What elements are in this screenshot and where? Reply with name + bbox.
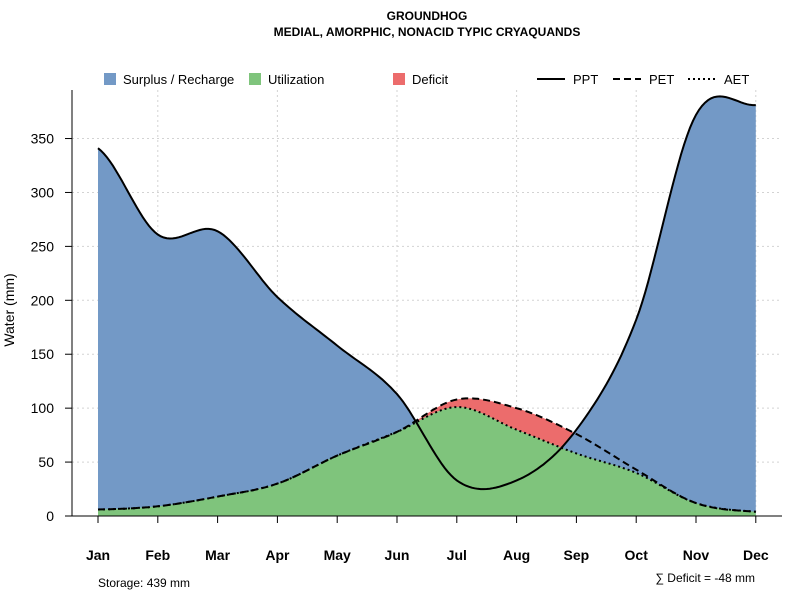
x-tick-label: Mar: [205, 547, 230, 563]
legend-label: Utilization: [268, 72, 324, 87]
legend: Surplus / Recharge Utilization Deficit PPT P…: [104, 72, 749, 87]
y-tick-label: 350: [31, 131, 55, 147]
y-tick-label: 250: [31, 238, 55, 254]
chart-subtitle: MEDIAL, AMORPHIC, NONACID TYPIC CRYAQUAN…: [274, 25, 581, 39]
series-lines: [97, 95, 756, 513]
legend-swatch: [104, 73, 116, 85]
axes: 0 50 100 150 200 250 300 350 Jan Feb Mar Apr May Jun J…: [31, 90, 782, 563]
legend-line-label: PET: [649, 72, 674, 87]
legend-label: Deficit: [412, 72, 449, 87]
y-tick-label: 0: [46, 508, 54, 524]
legend-line-label: PPT: [573, 72, 598, 87]
x-tick-label: Jul: [447, 547, 467, 563]
y-tick-label: 150: [31, 346, 55, 362]
y-tick-label: 200: [31, 292, 55, 308]
deficit-annotation: ∑ Deficit = -48 mm: [655, 571, 755, 585]
legend-label: Surplus / Recharge: [123, 72, 234, 87]
chart-title: GROUNDHOG: [387, 9, 468, 23]
x-tick-label: Nov: [683, 547, 710, 563]
y-tick-label: 100: [31, 400, 55, 416]
x-tick-label: Aug: [503, 547, 530, 563]
x-tick-label: May: [324, 547, 351, 563]
y-tick-label: 50: [38, 454, 54, 470]
x-tick-label: Jun: [385, 547, 410, 563]
x-tick-label: Oct: [625, 547, 649, 563]
legend-line-label: AET: [724, 72, 749, 87]
legend-swatch: [249, 73, 261, 85]
x-tick-label: Jan: [86, 547, 110, 563]
x-tick-label: Feb: [145, 547, 170, 563]
storage-annotation: Storage: 439 mm: [98, 576, 190, 590]
series-line-aet: [97, 406, 756, 513]
areas: [98, 96, 756, 517]
x-tick-label: Apr: [265, 547, 290, 563]
x-tick-label: Sep: [564, 547, 590, 563]
y-axis-label: Water (mm): [1, 273, 17, 346]
y-tick-label: 300: [31, 184, 55, 200]
x-tick-label: Dec: [743, 547, 769, 563]
legend-swatch: [393, 73, 405, 85]
series-line-ppt: [97, 95, 756, 491]
surplus-recharge-area: [98, 96, 756, 517]
